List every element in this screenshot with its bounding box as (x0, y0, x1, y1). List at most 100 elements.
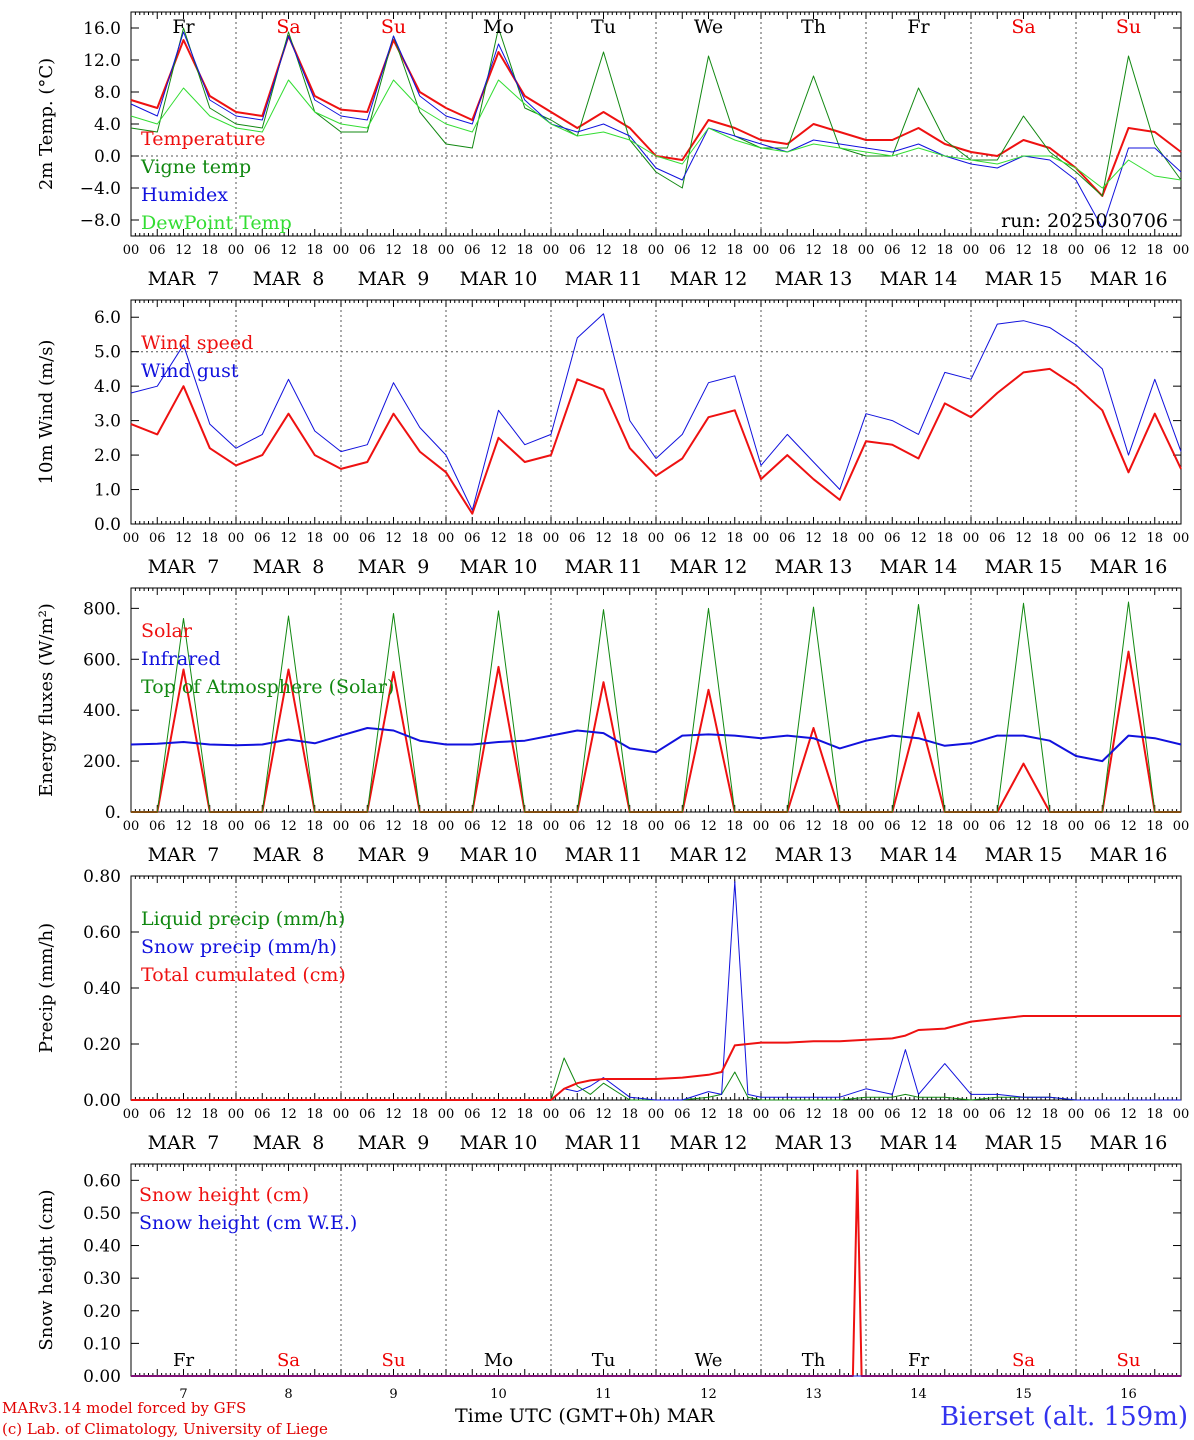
hour-tick-label: 12 (1120, 819, 1137, 834)
day-number-label: 15 (1015, 1387, 1032, 1402)
hour-tick-label: 06 (989, 243, 1006, 258)
hour-tick-label: 12 (490, 1107, 507, 1122)
y-tick-label: 3.0 (94, 412, 121, 432)
hour-tick-label: 06 (779, 243, 796, 258)
hour-tick-label: 12 (595, 1107, 612, 1122)
hour-tick-label: 00 (753, 1107, 770, 1122)
hour-tick-label: 12 (175, 243, 192, 258)
hour-tick-label: 18 (726, 819, 743, 834)
series-line (130, 27, 1182, 197)
date-label: MAR 14 (880, 844, 958, 866)
hour-tick-label: 00 (858, 243, 875, 258)
date-label: MAR 14 (880, 268, 958, 290)
hour-tick-label: 06 (254, 1107, 271, 1122)
date-label: MAR 11 (565, 556, 643, 578)
y-tick-label: 0.20 (83, 1302, 121, 1322)
hour-tick-label: 06 (779, 819, 796, 834)
hour-tick-label: 18 (831, 1107, 848, 1122)
series-line (131, 1015, 1181, 1101)
weekday-label: Sa (276, 16, 300, 38)
panel-3: 0. 200. 400. 600. 800. Energy fluxes (W/m²) 00… (36, 587, 1189, 866)
hour-tick-label: 18 (411, 819, 428, 834)
date-label: MAR 7 (148, 268, 220, 290)
weekday-label: Sa (1011, 16, 1035, 38)
hour-tick-label: 18 (201, 1107, 218, 1122)
date-label: MAR 7 (148, 1132, 220, 1154)
weekday-label: Sa (1012, 1350, 1035, 1371)
hour-tick-label: 12 (280, 1107, 297, 1122)
hour-tick-label: 00 (1173, 243, 1190, 258)
hour-tick-label: 06 (674, 1107, 691, 1122)
hour-tick-label: 00 (858, 531, 875, 546)
y-tick-label: 12.0 (83, 51, 121, 71)
hour-tick-label: 18 (201, 531, 218, 546)
y-tick-label: 0. (105, 803, 121, 823)
weekday-label: Tu (591, 16, 616, 38)
hour-tick-label: 00 (438, 819, 455, 834)
hour-tick-label: 12 (595, 243, 612, 258)
y-tick-label: −4.0 (80, 179, 121, 199)
hour-tick-label: 18 (516, 531, 533, 546)
hour-tick-label: 06 (359, 531, 376, 546)
hour-tick-label: 12 (700, 1107, 717, 1122)
hour-tick-label: 18 (726, 243, 743, 258)
hour-tick-label: 12 (385, 243, 402, 258)
hour-tick-label: 18 (306, 819, 323, 834)
date-label: MAR 12 (670, 1132, 748, 1154)
hour-tick-label: 00 (753, 243, 770, 258)
run-label: run: 2025030706 (1001, 210, 1168, 232)
date-label: MAR 12 (670, 268, 748, 290)
hour-tick-label: 18 (306, 531, 323, 546)
date-label: MAR 9 (358, 268, 430, 290)
y-tick-label: 0.0 (94, 515, 121, 535)
series-line (130, 727, 1182, 763)
series-line (130, 31, 1182, 229)
hour-tick-label: 06 (464, 1107, 481, 1122)
hour-tick-label: 18 (306, 1107, 323, 1122)
hour-tick-label: 12 (175, 531, 192, 546)
hour-tick-label: 18 (1041, 819, 1058, 834)
hour-tick-label: 00 (228, 243, 245, 258)
hour-tick-label: 12 (385, 819, 402, 834)
legend-entry: Temperature (141, 128, 265, 150)
hour-tick-label: 00 (228, 819, 245, 834)
y-tick-label: −8.0 (80, 211, 121, 231)
hour-tick-label: 06 (1094, 243, 1111, 258)
hour-tick-label: 18 (831, 531, 848, 546)
day-number-label: 14 (910, 1387, 927, 1402)
hour-tick-label: 06 (254, 243, 271, 258)
hour-tick-label: 18 (621, 531, 638, 546)
hour-tick-label: 18 (726, 1107, 743, 1122)
hour-tick-label: 06 (359, 1107, 376, 1122)
hour-tick-label: 06 (884, 1107, 901, 1122)
panel-4: 0.00 0.20 0.40 0.60 0.80 Precip (mm/h) 00 06 12 1… (36, 867, 1189, 1154)
hour-tick-label: 06 (1094, 531, 1111, 546)
hour-tick-label: 18 (936, 1107, 953, 1122)
weekday-label: Su (382, 1350, 406, 1371)
hour-tick-label: 06 (149, 1107, 166, 1122)
hour-tick-label: 06 (674, 819, 691, 834)
hour-tick-label: 12 (1015, 1107, 1032, 1122)
hour-tick-label: 12 (385, 531, 402, 546)
y-tick-label: 0.00 (83, 1091, 121, 1111)
weekday-label: Fr (908, 1350, 929, 1371)
hour-tick-label: 06 (884, 243, 901, 258)
series-line (130, 313, 1182, 511)
hour-tick-label: 12 (805, 819, 822, 834)
date-label: MAR 8 (253, 1132, 325, 1154)
date-label: MAR 15 (985, 268, 1063, 290)
weekday-label: Fr (172, 16, 195, 38)
weekday-label: Th (801, 16, 826, 38)
date-label: MAR 9 (358, 844, 430, 866)
hour-tick-label: 00 (543, 243, 560, 258)
legend-entry: Wind speed (141, 332, 253, 354)
date-label: MAR 8 (253, 556, 325, 578)
hour-tick-label: 12 (1120, 1107, 1137, 1122)
date-label: MAR 10 (460, 556, 538, 578)
hour-tick-label: 06 (1094, 819, 1111, 834)
hour-tick-label: 18 (1146, 1107, 1163, 1122)
hour-tick-label: 12 (1015, 531, 1032, 546)
y-axis-label: 10m Wind (m/s) (36, 340, 57, 485)
weekday-label: Sa (277, 1350, 300, 1371)
hour-tick-label: 18 (516, 243, 533, 258)
